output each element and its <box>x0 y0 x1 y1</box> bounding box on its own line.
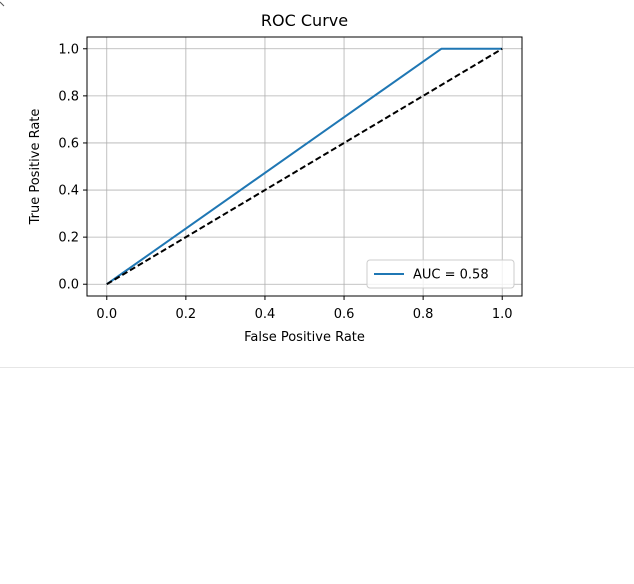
y-tick-label: 1.0 <box>58 42 79 57</box>
x-tick-label: 1.0 <box>492 307 513 322</box>
y-tick-label: 0.2 <box>58 231 79 246</box>
x-tick-label: 0.2 <box>176 307 197 322</box>
y-tick-label: 0.8 <box>58 89 79 104</box>
cell-output: 0.0 0.2 0.4 0.6 0.8 1.0 0.0 0.2 0.4 0.6 0.8 1.0 ROC… <box>0 1 523 345</box>
grid-lines <box>87 37 522 296</box>
ticks-layer: 0.0 0.2 0.4 0.6 0.8 1.0 0.0 0.2 0.4 0.6 0.8 1.0 <box>58 42 512 322</box>
legend: AUC = 0.58 <box>366 259 515 289</box>
axes-frame <box>86 36 523 297</box>
x-tick-label: 0.0 <box>96 307 117 322</box>
roc-chart: 0.0 0.2 0.4 0.6 0.8 1.0 0.0 0.2 0.4 0.6 0.8 1.0 ROC… <box>28 11 523 345</box>
y-tick-label: 0.4 <box>58 184 79 199</box>
y-tick-label: 0.6 <box>58 136 79 151</box>
roc-curve-line <box>106 47 503 286</box>
x-axis-label: False Positive Rate <box>244 330 365 345</box>
y-axis-label: True Positive Rate <box>28 109 43 226</box>
chart-title: ROC Curve <box>261 11 348 30</box>
empty-output-area <box>0 368 634 584</box>
series-layer <box>106 47 503 286</box>
y-tick-label: 0.0 <box>58 278 79 293</box>
chance-diagonal-line <box>106 47 503 286</box>
x-tick-label: 0.8 <box>413 307 434 322</box>
legend-label: AUC = 0.58 <box>413 268 489 283</box>
x-tick-label: 0.4 <box>255 307 276 322</box>
x-tick-label: 0.6 <box>334 307 355 322</box>
cell-divider <box>0 367 634 368</box>
legend-box <box>366 259 515 289</box>
output-corner-mark <box>0 1 5 7</box>
